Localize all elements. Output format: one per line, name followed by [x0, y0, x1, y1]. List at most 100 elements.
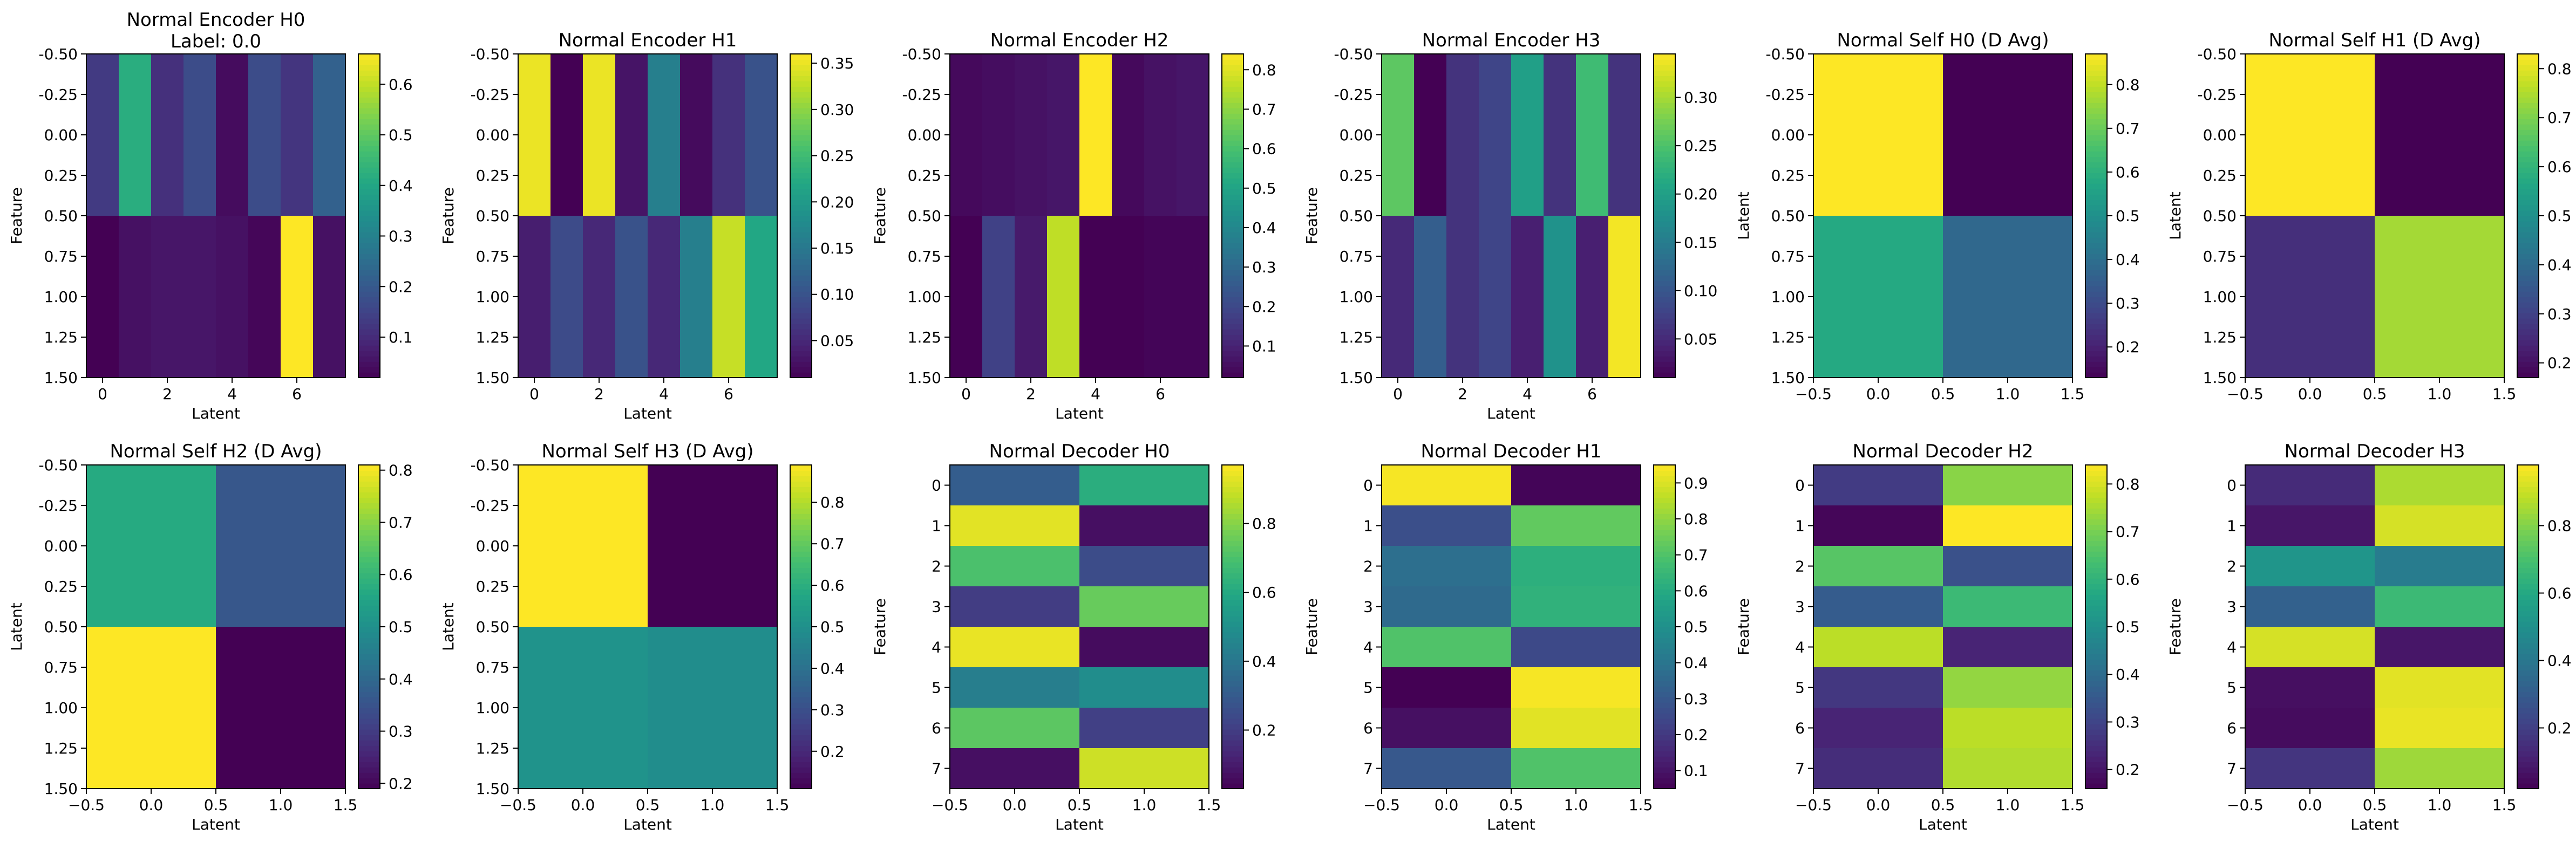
colorbar-segment — [790, 513, 812, 519]
colorbar-segment — [1654, 465, 1675, 471]
colorbar-segment — [2517, 162, 2539, 168]
x-axis-label: Latent — [623, 405, 672, 422]
colorbar-segment — [790, 313, 812, 319]
heatmap-cell — [1511, 667, 1641, 708]
colorbar-segment — [2517, 189, 2539, 195]
y-tick-label: 0.50 — [1771, 207, 1805, 225]
colorbar-segment — [2517, 670, 2539, 676]
x-tick-label: 0.0 — [1435, 796, 1459, 814]
y-tick-label: -0.50 — [471, 45, 509, 63]
colorbar-segment — [1222, 589, 1243, 595]
colorbar-tick-label: 0.3 — [1684, 690, 1708, 708]
colorbar-tick-label: 0.9 — [1684, 474, 1708, 492]
colorbar-segment — [358, 307, 380, 313]
colorbar-segment — [790, 162, 812, 168]
colorbar-segment — [790, 280, 812, 286]
colorbar-segment — [1654, 313, 1675, 319]
y-tick-label: 1.00 — [2203, 288, 2237, 306]
colorbar-tick-label: 0.4 — [820, 660, 845, 677]
y-tick-label: 1.50 — [476, 369, 509, 387]
y-tick-label: 7 — [1795, 760, 1805, 778]
colorbar-segment — [1222, 481, 1243, 487]
colorbar-segment — [1654, 92, 1675, 98]
colorbar-segment — [790, 297, 812, 303]
colorbar-segment — [1222, 102, 1243, 108]
heatmap-cell — [1479, 216, 1512, 378]
heatmap-cell — [2375, 216, 2505, 378]
y-tick-label: 0.00 — [1340, 126, 1373, 144]
heatmap-cell — [1813, 216, 1943, 378]
heatmap-cell — [1943, 748, 2073, 789]
colorbar-segment — [358, 691, 380, 697]
colorbar-segment — [358, 751, 380, 757]
colorbar-segment — [2085, 535, 2107, 541]
colorbar-tick-label: 0.1 — [1684, 762, 1708, 780]
colorbar-segment — [2085, 232, 2107, 238]
heatmap-cell — [1511, 546, 1641, 587]
colorbar-segment — [2085, 778, 2107, 784]
colorbar-tick-label: 0.8 — [2116, 76, 2140, 94]
heatmap-cell — [950, 748, 1080, 789]
colorbar-segment — [1222, 108, 1243, 114]
colorbar-segment — [1222, 297, 1243, 303]
heatmap-cell — [1511, 465, 1641, 506]
colorbar-segment — [1654, 221, 1675, 227]
y-tick-label: 1.25 — [908, 328, 941, 346]
heatmap-cell — [1079, 546, 1209, 587]
colorbar-tick-label: 0.4 — [1684, 654, 1708, 672]
heatmap-cell — [1608, 216, 1641, 378]
y-tick-label: 0.25 — [1340, 167, 1373, 184]
colorbar-segment — [790, 237, 812, 243]
colorbar-segment — [1222, 562, 1243, 568]
colorbar-segment — [2085, 162, 2107, 168]
colorbar-tick-label: 0.5 — [389, 618, 413, 636]
colorbar-segment — [2517, 129, 2539, 135]
colorbar-frame — [1221, 53, 1244, 378]
colorbar-segment — [358, 237, 380, 243]
colorbar-segment — [1654, 578, 1675, 584]
colorbar-segment — [2517, 508, 2539, 514]
colorbar-segment — [1222, 113, 1243, 119]
heatmap-cell — [1511, 54, 1544, 216]
colorbar-segment — [2085, 654, 2107, 660]
chart-title: Normal Self H2 (D Avg) — [110, 441, 322, 462]
y-tick-label: 3 — [2227, 598, 2237, 616]
colorbar-tick-label: 0.5 — [2116, 207, 2140, 225]
colorbar-segment — [1654, 551, 1675, 557]
colorbar-segment — [790, 318, 812, 324]
x-tick-label: 1.5 — [2492, 385, 2517, 403]
colorbar-segment — [358, 189, 380, 195]
colorbar-segment — [2517, 119, 2539, 125]
colorbar-segment — [1222, 92, 1243, 98]
colorbar-segment — [2085, 102, 2107, 108]
colorbar-segment — [1222, 724, 1243, 730]
colorbar-segment — [1654, 297, 1675, 303]
colorbar-segment — [1654, 329, 1675, 335]
colorbar-segment — [790, 665, 812, 670]
colorbar-segment — [1222, 659, 1243, 665]
y-tick-label: -0.25 — [39, 497, 78, 515]
y-tick-label: 0.75 — [908, 248, 941, 265]
colorbar-segment — [790, 243, 812, 249]
y-axis-label: Feature — [871, 598, 889, 655]
colorbar-segment — [1654, 767, 1675, 773]
colorbar-segment — [358, 54, 380, 60]
heatmap-panel-2: 0 2 4 6 -0.50 -0.25 0.00 0.25 0.50 0.75 1.00 1.25 1.… — [871, 30, 1276, 422]
colorbar-segment — [1654, 513, 1675, 519]
colorbar-segment — [790, 102, 812, 108]
colorbar-segment — [358, 135, 380, 141]
colorbar-segment — [358, 124, 380, 130]
colorbar-segment — [2517, 675, 2539, 681]
y-tick-label: 0.25 — [476, 578, 509, 595]
heatmap-cell — [216, 54, 249, 216]
colorbar-segment — [2085, 65, 2107, 71]
heatmap-cell — [1446, 54, 1479, 216]
colorbar-segment — [1654, 76, 1675, 81]
colorbar-segment — [358, 102, 380, 108]
colorbar-segment — [2085, 589, 2107, 595]
heatmap-cell — [1511, 216, 1544, 378]
colorbar-tick-label: 0.10 — [1684, 282, 1717, 300]
colorbar-segment — [358, 97, 380, 103]
heatmap-cell — [583, 216, 616, 378]
colorbar-segment — [358, 156, 380, 162]
